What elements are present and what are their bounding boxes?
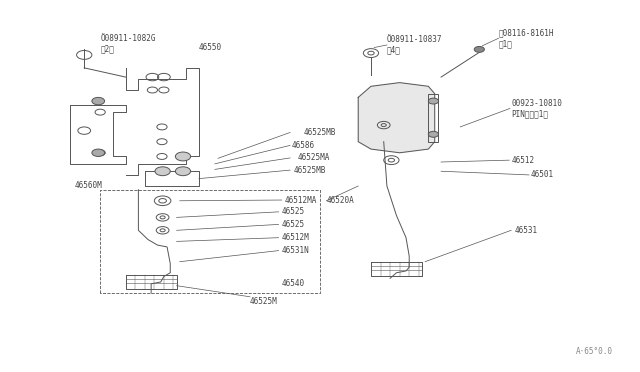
Text: 46586: 46586 bbox=[291, 141, 314, 150]
Text: 46525MA: 46525MA bbox=[298, 153, 330, 163]
Text: 46531N: 46531N bbox=[282, 246, 310, 255]
Polygon shape bbox=[358, 83, 435, 153]
Text: 46512M: 46512M bbox=[282, 233, 310, 242]
Text: 46525: 46525 bbox=[282, 207, 305, 217]
Text: 46525MB: 46525MB bbox=[293, 166, 326, 174]
Text: 46501: 46501 bbox=[531, 170, 554, 179]
Text: 46520A: 46520A bbox=[326, 196, 354, 205]
Circle shape bbox=[155, 167, 170, 176]
Text: Ö08911-1082G
（2）: Ö08911-1082G （2） bbox=[100, 34, 156, 54]
Text: 46560M: 46560M bbox=[75, 182, 102, 190]
Text: 46531: 46531 bbox=[515, 226, 538, 235]
Text: A·65°0.0: A·65°0.0 bbox=[576, 347, 613, 356]
Circle shape bbox=[92, 97, 104, 105]
Text: 46525: 46525 bbox=[282, 220, 305, 229]
Text: 46512: 46512 bbox=[511, 155, 534, 165]
Circle shape bbox=[428, 131, 438, 137]
Circle shape bbox=[175, 167, 191, 176]
Text: 46550: 46550 bbox=[199, 43, 222, 52]
Text: ⒲08116-8161H
（1）: ⒲08116-8161H （1） bbox=[499, 29, 554, 48]
Text: 46525M: 46525M bbox=[250, 297, 278, 306]
Text: Ö08911-10837
（4）: Ö08911-10837 （4） bbox=[387, 35, 442, 55]
Circle shape bbox=[474, 46, 484, 52]
Bar bbox=[428, 94, 438, 142]
Text: 46512MA: 46512MA bbox=[285, 196, 317, 205]
Text: 00923-10810
PINピン（1）: 00923-10810 PINピン（1） bbox=[511, 99, 562, 118]
Text: 46525MB: 46525MB bbox=[304, 128, 337, 137]
Text: 46540: 46540 bbox=[282, 279, 305, 288]
Circle shape bbox=[92, 149, 104, 157]
Circle shape bbox=[428, 98, 438, 104]
Circle shape bbox=[175, 152, 191, 161]
